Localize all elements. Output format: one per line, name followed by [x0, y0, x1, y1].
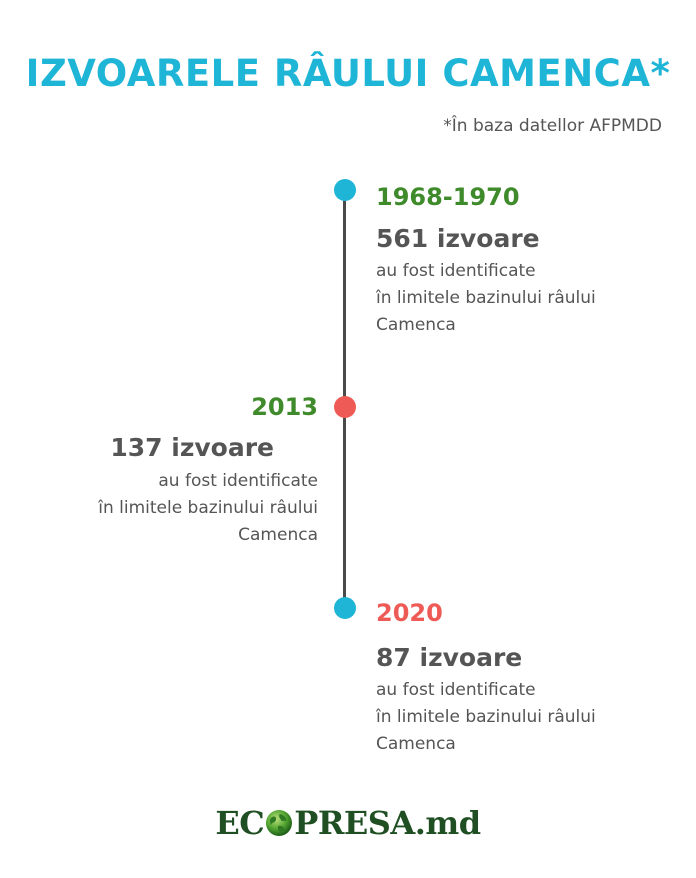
- timeline-count-3: 87 izvoare: [376, 643, 523, 672]
- timeline-year-3: 2020: [376, 599, 443, 627]
- timeline-desc-2: au fost identificate în limitele bazinul…: [98, 468, 318, 549]
- timeline-count-1: 561 izvoare: [376, 224, 540, 253]
- globe-icon: [266, 810, 293, 836]
- logo-text-right: PRESA.md: [294, 804, 481, 842]
- timeline-dot-2: [334, 396, 356, 418]
- timeline-desc-1-line-1: au fost identificate: [376, 261, 536, 281]
- timeline-desc-2-line-2: în limitele bazinului râului: [98, 498, 318, 518]
- timeline-desc-2-line-1: au fost identificate: [158, 471, 318, 491]
- timeline-desc-1-line-3: Camenca: [376, 315, 456, 335]
- timeline-desc-1: au fost identificate în limitele bazinul…: [376, 258, 596, 339]
- timeline-dot-3: [334, 597, 356, 619]
- timeline-year-1: 1968-1970: [376, 183, 520, 211]
- timeline-desc-3: au fost identificate în limitele bazinul…: [376, 677, 596, 758]
- source-footnote: *În baza datellor AFPMDD: [443, 116, 662, 136]
- timeline-dot-1: [334, 179, 356, 201]
- timeline-desc-3-line-3: Camenca: [376, 734, 456, 754]
- logo-text-left: EC: [215, 804, 265, 842]
- ecopresa-logo[interactable]: EC PRESA.md: [0, 804, 696, 842]
- timeline-desc-1-line-2: în limitele bazinului râului: [376, 288, 596, 308]
- timeline-desc-3-line-1: au fost identificate: [376, 680, 536, 700]
- timeline-count-2: 137 izvoare: [110, 433, 274, 462]
- timeline-desc-3-line-2: în limitele bazinului râului: [376, 707, 596, 727]
- timeline-year-2: 2013: [251, 393, 318, 421]
- timeline-desc-2-line-3: Camenca: [238, 525, 318, 545]
- page-title: IZVOARELE RÂULUI CAMENCA*: [25, 52, 671, 95]
